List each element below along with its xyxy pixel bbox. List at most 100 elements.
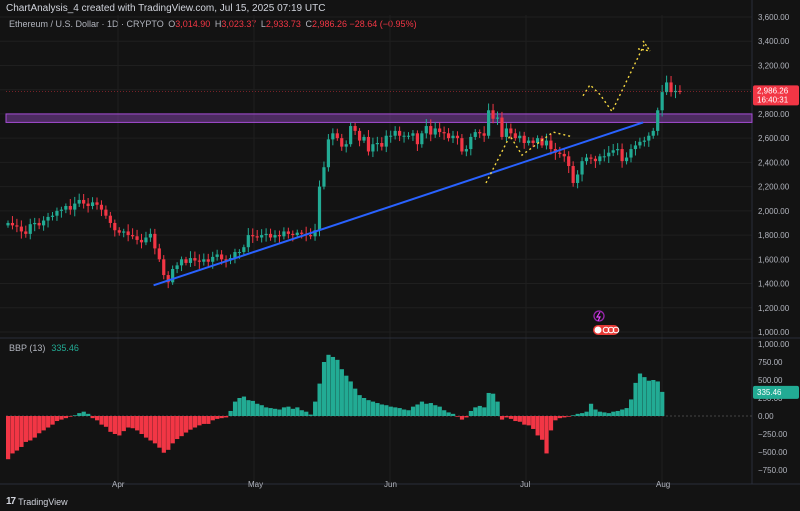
bbp-bar [508,416,514,419]
candle-body [629,149,633,158]
candle-body [589,157,593,159]
bbp-bar [246,400,251,416]
candle-body [246,235,250,248]
candle-body [656,110,660,131]
time-tick-label: Jul [520,480,530,489]
bbp-bar [402,409,407,416]
candle-body [527,140,531,143]
bbp-bar [28,416,33,441]
candle-body [188,258,193,263]
time-tick-label: Jun [384,480,397,489]
candle-body [86,203,90,206]
bbp-bar [232,401,238,416]
time-tick-label: May [248,480,263,489]
candle-body [611,150,615,153]
candle-body [317,186,322,231]
bbp-bar [197,416,202,426]
candle-body [375,143,379,145]
bbp-bar [611,411,616,416]
bbp-bar [188,416,193,430]
bbp-bar [54,416,60,422]
bbp-bar [108,416,113,432]
candle-body [371,144,375,152]
bbp-bar [166,416,171,450]
indicator-value: 335.46 [51,343,79,353]
bbp-tick-label: 750.00 [758,358,783,367]
price-tick-label: 2,600.00 [758,134,790,143]
bbp-bar [335,359,340,416]
bbp-bar [406,410,411,416]
candle-body [37,222,41,226]
candle-body [513,133,517,139]
candle-body [455,135,460,139]
symbol-legend[interactable]: Ethereum / U.S. Dollar · 1D · CRYPTO O 3,… [9,19,417,29]
candle-body [651,130,655,136]
bbp-bar [192,416,198,428]
candle-body [99,204,104,210]
bbp-bar [526,416,531,426]
bbp-bar [224,416,229,418]
candle-body [349,126,353,145]
bbp-tag-value: 335.46 [757,388,782,397]
candle-body [633,145,638,150]
candle-body [148,233,152,238]
bbp-bar [553,416,558,421]
candle-body [602,156,606,158]
event-markers[interactable] [593,310,620,335]
candle-body [273,235,277,238]
bbp-bar [206,416,211,424]
bbp-bar [633,382,638,416]
price-axis[interactable]: 3,600.003,400.003,200.003,000.002,800.00… [758,13,790,337]
candle-body [415,133,419,145]
symbol-name: Ethereum / U.S. Dollar · 1D · CRYPTO [9,19,164,29]
bbp-tick-label: 1,000.00 [758,340,790,349]
footer-branding[interactable]: 17 TradingView [6,496,68,507]
bbp-bar [410,406,416,416]
bbp-bar [157,416,162,448]
bbp-bar [273,408,278,416]
price-tick-label: 1,200.00 [758,304,790,313]
candle-body [313,230,317,237]
candle-body [197,260,201,262]
indicator-legend[interactable]: BBP (13) 335.46 [9,343,79,353]
bbp-bar [375,403,380,416]
time-axis[interactable]: Apr May Jun Jul Aug [112,480,670,489]
bbp-bar [330,356,336,416]
candle-body [42,220,46,226]
candle-body [15,225,19,227]
bbp-bar [397,408,402,416]
bbp-bar [161,416,166,453]
candle-body [442,132,446,134]
candle-body [295,232,299,236]
candle-body [504,128,508,137]
event-dot-icon [602,326,610,334]
bbp-bar [321,362,327,416]
projection-path [485,131,574,184]
candle-body [193,258,197,261]
bbp-bar [379,404,384,416]
candle-body [331,133,335,140]
candle-body [473,132,477,137]
bbp-bar [77,413,82,416]
bbp-bar [170,416,175,444]
candle-body [384,135,388,147]
candle-body [260,235,264,238]
bbp-bar [143,416,149,438]
event-dot-icon [607,326,615,334]
candle-body [309,235,313,237]
candle-body [46,216,50,221]
price-tick-label: 1,600.00 [758,255,790,264]
candle-body [478,132,482,134]
bbp-bar [281,407,287,416]
price-tick-label: 2,400.00 [758,158,790,167]
candle-body [206,259,210,262]
bbp-bar [41,416,46,431]
candle-body [647,135,651,141]
candle-body [211,256,215,262]
high-value: 3,023.37 [221,19,257,29]
open-label: O [168,19,176,29]
bbp-axis[interactable]: 1,000.00750.00500.00250.000.00−250.00−50… [758,340,790,475]
high-label: H [214,19,222,29]
